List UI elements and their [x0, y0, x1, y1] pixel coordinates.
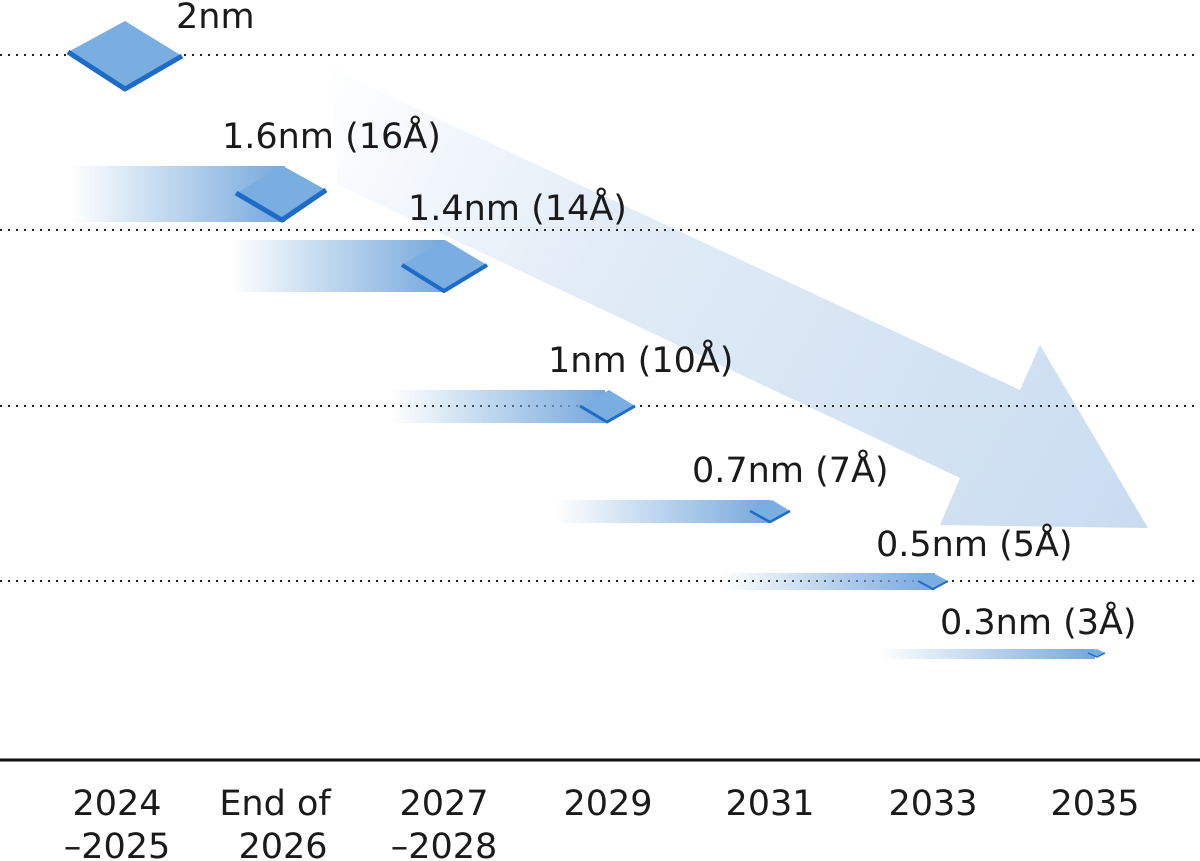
node-chip-edge [917, 580, 949, 590]
node-0.3nm: 0.3nm (3Å) [940, 600, 1137, 658]
year-label: –2025 [64, 827, 171, 861]
node-1.4nm: 1.4nm (14Å) [400, 186, 627, 293]
node-label: 1.4nm (14Å) [408, 186, 627, 229]
node-chip-edge [579, 404, 636, 424]
node-trail [555, 500, 770, 523]
node-chip-edge [234, 187, 328, 223]
node-trail [720, 573, 935, 590]
node-trail [880, 649, 1095, 659]
nodes: 2nm 1.6nm (16Å) 1.4nm (14Å) 1nm (10Å) 0.… [66, 0, 1137, 659]
year-label: 2027 [399, 784, 488, 824]
year-label: End of [219, 784, 331, 824]
node-1.6nm: 1.6nm (16Å) [222, 114, 441, 223]
x-axis-labels: 2024 –2025 End of 2026 2027 –2028 2029 2… [64, 784, 1140, 861]
node-trail [390, 390, 605, 423]
node-label: 0.7nm (7Å) [692, 448, 889, 491]
node-label: 0.5nm (5Å) [876, 522, 1073, 565]
year-label: 2035 [1050, 784, 1139, 824]
year-label: –2028 [391, 827, 498, 861]
trend-arrow [330, 62, 1148, 528]
node-label: 0.3nm (3Å) [940, 600, 1137, 643]
node-chip [68, 21, 182, 89]
node-label: 1nm (10Å) [548, 338, 733, 381]
node-2nm: 2nm [66, 0, 255, 92]
node-1nm: 1nm (10Å) [548, 338, 733, 424]
node-label: 1.6nm (16Å) [222, 114, 441, 157]
node-chip-edge [749, 509, 791, 524]
year-label: 2029 [563, 784, 652, 824]
year-label: 2026 [238, 827, 327, 861]
node-chip-edge [66, 49, 184, 92]
node-0.7nm: 0.7nm (7Å) [692, 448, 889, 524]
node-chip [236, 166, 326, 220]
node-chip-edge [1087, 652, 1106, 658]
year-label: 2031 [725, 784, 814, 824]
year-label: 2024 [72, 784, 161, 824]
year-label: 2033 [888, 784, 977, 824]
node-chip-edge [400, 263, 489, 293]
node-0.5nm: 0.5nm (5Å) [876, 522, 1073, 590]
node-chip [402, 240, 487, 291]
node-label: 2nm [176, 0, 255, 37]
